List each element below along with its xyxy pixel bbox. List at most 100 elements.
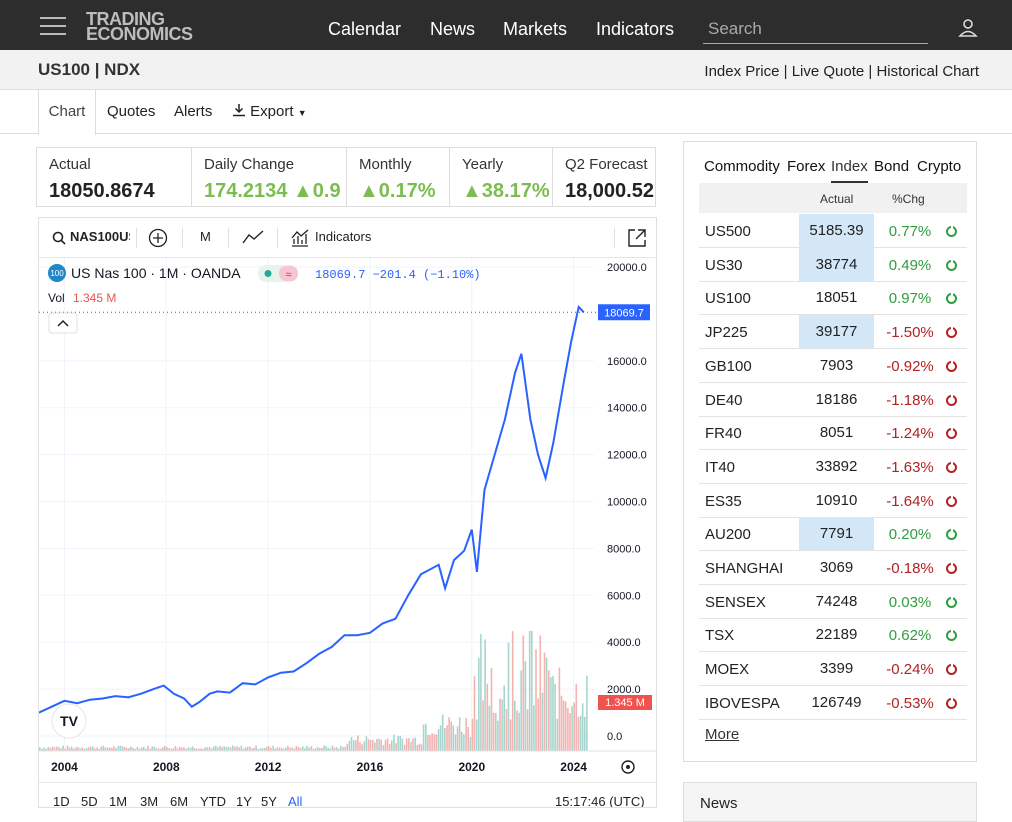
chart-panel: NAS100US M Indicators 20000.0 16000.0 1400… (38, 217, 657, 808)
period-1y[interactable]: 1Y (236, 794, 252, 808)
nav-calendar[interactable]: Calendar (328, 19, 402, 39)
search-input[interactable] (703, 14, 928, 44)
symbol-input[interactable]: NAS100US (70, 229, 130, 244)
row-price: 18051 (815, 289, 858, 307)
volume-bar (162, 747, 164, 751)
period-1m[interactable]: 1M (109, 794, 128, 808)
row-name: FR40 (705, 425, 742, 443)
status-icon (946, 494, 957, 507)
volume-bar (524, 661, 527, 751)
period-5y[interactable]: 5Y (261, 794, 277, 808)
volume-tag: 1.345 M (598, 695, 652, 710)
row-price: 5185.39 (799, 214, 874, 247)
volume-bar (96, 747, 98, 751)
interval-button[interactable]: M (200, 229, 211, 244)
legend-quote: 18069.7 −201.4 (−1.10%) (315, 268, 481, 282)
sidebar-tab-forex[interactable]: Forex (787, 158, 826, 175)
volume-bar (302, 746, 304, 751)
volume-bar (206, 747, 209, 751)
tradingview-logo[interactable]: TV (51, 703, 87, 739)
table-row[interactable]: MOEX 3399 -0.24% (699, 652, 967, 687)
user-icon[interactable] (958, 18, 978, 38)
tab-export-label: Export (250, 103, 294, 120)
table-row[interactable]: SHANGHAI 3069 -0.18% (699, 551, 967, 585)
more-link[interactable]: More (705, 726, 740, 743)
table-row[interactable]: US30 38774 0.49% (699, 247, 967, 282)
stat-value: ▲38.17% (462, 180, 550, 202)
sidebar-tab-commodity[interactable]: Commodity (704, 158, 780, 175)
logo[interactable]: TRADING ECONOMICS (86, 10, 193, 43)
row-price: 74248 (815, 592, 858, 610)
table-row[interactable]: SENSEX 74248 0.03% (699, 585, 967, 619)
volume-bar (431, 733, 433, 751)
header-links[interactable]: Index Price | Live Quote | Historical Ch… (704, 63, 979, 80)
status-icon (946, 258, 957, 271)
tab-export[interactable]: Export ▼ (232, 90, 307, 134)
col-change: %Chg (892, 192, 925, 206)
collapse-legend-button[interactable] (48, 312, 78, 334)
table-row[interactable]: GB100 7903 -0.92% (699, 349, 967, 383)
nav-news[interactable]: News (430, 19, 476, 39)
nav-markets[interactable]: Markets (503, 19, 568, 39)
volume-bar (429, 734, 431, 751)
chart-area[interactable]: 20000.0 16000.0 14000.0 12000.0 10000.0 8000.… (39, 258, 657, 782)
chart-type-line-icon[interactable] (242, 229, 264, 245)
page-header: US100 | NDX Index Price | Live Quote | H… (0, 50, 1012, 90)
volume-bar (448, 717, 450, 751)
volume-bar (514, 700, 516, 751)
table-row[interactable]: US100 18051 0.97% (699, 281, 967, 316)
sidebar-tab-crypto[interactable]: Crypto (917, 158, 962, 175)
row-name: US500 (705, 223, 751, 240)
volume-bar (280, 747, 283, 751)
table-row[interactable]: DE40 18186 -1.18% (699, 383, 967, 417)
volume-bar (100, 746, 103, 751)
volume-bar (43, 747, 45, 751)
table-row[interactable]: JP225 39177 -1.50% (699, 315, 967, 350)
volume-bar (548, 670, 550, 751)
sidebar-tab-bond[interactable]: Bond (874, 158, 910, 175)
volume-bar (253, 747, 255, 751)
table-row[interactable]: IT40 33892 -1.63% (699, 450, 967, 484)
period-1d[interactable]: 1D (53, 794, 70, 808)
tab-quotes[interactable]: Quotes (107, 103, 156, 120)
menu-icon[interactable] (40, 17, 66, 35)
x-axis: 2004 2008 2012 2016 2020 2024 (39, 750, 656, 774)
volume-bar (49, 748, 52, 751)
row-change: -0.24% (886, 661, 934, 679)
volume-bar (51, 746, 54, 751)
search-icon[interactable] (52, 231, 66, 245)
status-icon (946, 562, 957, 574)
status-icon (946, 528, 957, 541)
volume-bar (505, 709, 508, 751)
period-3m[interactable]: 3M (140, 794, 159, 808)
indicators-icon[interactable] (290, 228, 310, 248)
volume-bar (352, 740, 355, 751)
tab-alerts[interactable]: Alerts (174, 103, 213, 120)
table-row[interactable]: US500 5185.39 0.77% (699, 214, 967, 248)
tab-chart[interactable]: Chart (38, 90, 96, 135)
table-row[interactable]: AU200 7791 0.20% (699, 517, 967, 552)
row-name: MOEX (705, 661, 750, 679)
period-5d[interactable]: 5D (81, 794, 98, 808)
sidebar-tab-index[interactable]: Index (831, 158, 868, 183)
settings-icon[interactable] (621, 760, 635, 774)
volume-bar (541, 692, 544, 751)
period-all[interactable]: All (288, 794, 303, 808)
indicators-button[interactable]: Indicators (315, 229, 372, 244)
compare-add-icon[interactable] (148, 228, 168, 248)
volume-bar (433, 734, 436, 751)
period-ytd[interactable]: YTD (200, 794, 226, 808)
table-row[interactable]: TSX 22189 0.62% (699, 618, 967, 653)
table-row[interactable]: ES35 10910 -1.64% (699, 484, 967, 518)
volume-bar (475, 719, 478, 751)
volume-bar (119, 745, 122, 751)
volume-bar (102, 745, 105, 751)
volume-bar (323, 745, 325, 751)
open-new-window-icon[interactable] (627, 228, 647, 248)
volume-bar (456, 726, 459, 751)
table-row[interactable]: IBOVESPA 126749 -0.53% (699, 686, 967, 720)
table-row[interactable]: FR40 8051 -1.24% (699, 416, 967, 451)
period-6m[interactable]: 6M (170, 794, 189, 808)
volume-bar (382, 745, 385, 751)
nav-indicators[interactable]: Indicators (596, 19, 675, 39)
